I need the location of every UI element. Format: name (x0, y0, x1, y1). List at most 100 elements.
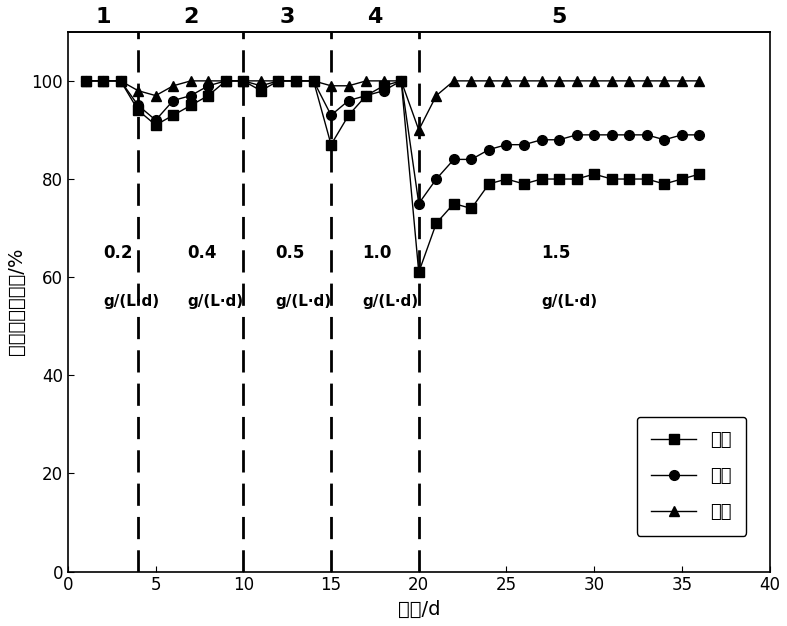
三室 (186, 77, 195, 85)
单室 (607, 175, 616, 183)
三室 (98, 77, 108, 85)
双室 (589, 131, 599, 138)
单室 (291, 77, 301, 85)
三室 (274, 77, 283, 85)
单室 (186, 101, 195, 109)
Text: 0.5: 0.5 (275, 244, 305, 262)
单室 (431, 220, 441, 227)
Text: g/(L·d): g/(L·d) (103, 294, 159, 309)
单室 (151, 121, 161, 129)
双室 (151, 116, 161, 124)
单室 (361, 92, 371, 100)
三室 (589, 77, 599, 85)
三室 (168, 82, 178, 90)
三室 (344, 82, 353, 90)
单室 (134, 106, 143, 114)
单室 (554, 175, 563, 183)
单室 (257, 87, 266, 95)
双室 (291, 77, 301, 85)
单室 (519, 180, 529, 188)
三室 (116, 77, 125, 85)
三室 (257, 77, 266, 85)
单室 (625, 175, 634, 183)
单室 (168, 111, 178, 119)
双室 (467, 156, 476, 163)
三室 (397, 77, 406, 85)
双室 (642, 131, 652, 138)
三室 (537, 77, 546, 85)
Text: g/(L·d): g/(L·d) (187, 294, 243, 309)
三室 (607, 77, 616, 85)
双室 (414, 200, 423, 207)
三室 (379, 77, 389, 85)
Text: 0.2: 0.2 (103, 244, 132, 262)
双室 (379, 87, 389, 95)
三室 (502, 77, 512, 85)
双室 (309, 77, 318, 85)
双室 (449, 156, 459, 163)
Text: g/(L·d): g/(L·d) (541, 294, 597, 309)
单室 (116, 77, 125, 85)
三室 (449, 77, 459, 85)
三室 (572, 77, 582, 85)
单室 (238, 77, 248, 85)
三室 (695, 77, 704, 85)
Text: 1.0: 1.0 (363, 244, 392, 262)
双室 (607, 131, 616, 138)
单室 (397, 77, 406, 85)
双室 (257, 82, 266, 90)
三室 (221, 77, 231, 85)
双室 (484, 146, 493, 153)
单室 (309, 77, 318, 85)
三室 (625, 77, 634, 85)
单室 (589, 170, 599, 178)
单室 (642, 175, 652, 183)
Text: 1.5: 1.5 (541, 244, 571, 262)
三室 (238, 77, 248, 85)
三室 (467, 77, 476, 85)
单室 (484, 180, 493, 188)
双室 (134, 101, 143, 109)
双室 (625, 131, 634, 138)
Line: 单室: 单室 (80, 76, 704, 277)
双室 (397, 77, 406, 85)
三室 (309, 77, 318, 85)
三室 (361, 77, 371, 85)
单室 (660, 180, 669, 188)
单室 (327, 141, 336, 148)
双室 (431, 175, 441, 183)
三室 (291, 77, 301, 85)
双室 (502, 141, 512, 148)
三室 (327, 82, 336, 90)
单室 (502, 175, 512, 183)
双室 (327, 111, 336, 119)
三室 (204, 77, 213, 85)
三室 (81, 77, 91, 85)
Line: 双室: 双室 (80, 76, 704, 208)
单室 (379, 82, 389, 90)
Line: 三室: 三室 (80, 76, 704, 135)
单室 (537, 175, 546, 183)
双室 (572, 131, 582, 138)
单室 (204, 92, 213, 100)
双室 (221, 77, 231, 85)
三室 (484, 77, 493, 85)
单室 (677, 175, 686, 183)
双室 (186, 92, 195, 100)
三室 (660, 77, 669, 85)
三室 (519, 77, 529, 85)
三室 (414, 126, 423, 134)
双室 (168, 97, 178, 105)
双室 (660, 136, 669, 143)
单室 (221, 77, 231, 85)
单室 (695, 170, 704, 178)
Y-axis label: 高氯酸盐去除率/%: 高氯酸盐去除率/% (7, 248, 26, 356)
三室 (431, 92, 441, 100)
三室 (642, 77, 652, 85)
单室 (274, 77, 283, 85)
双室 (238, 77, 248, 85)
单室 (467, 205, 476, 212)
单室 (572, 175, 582, 183)
单室 (414, 269, 423, 276)
单室 (98, 77, 108, 85)
